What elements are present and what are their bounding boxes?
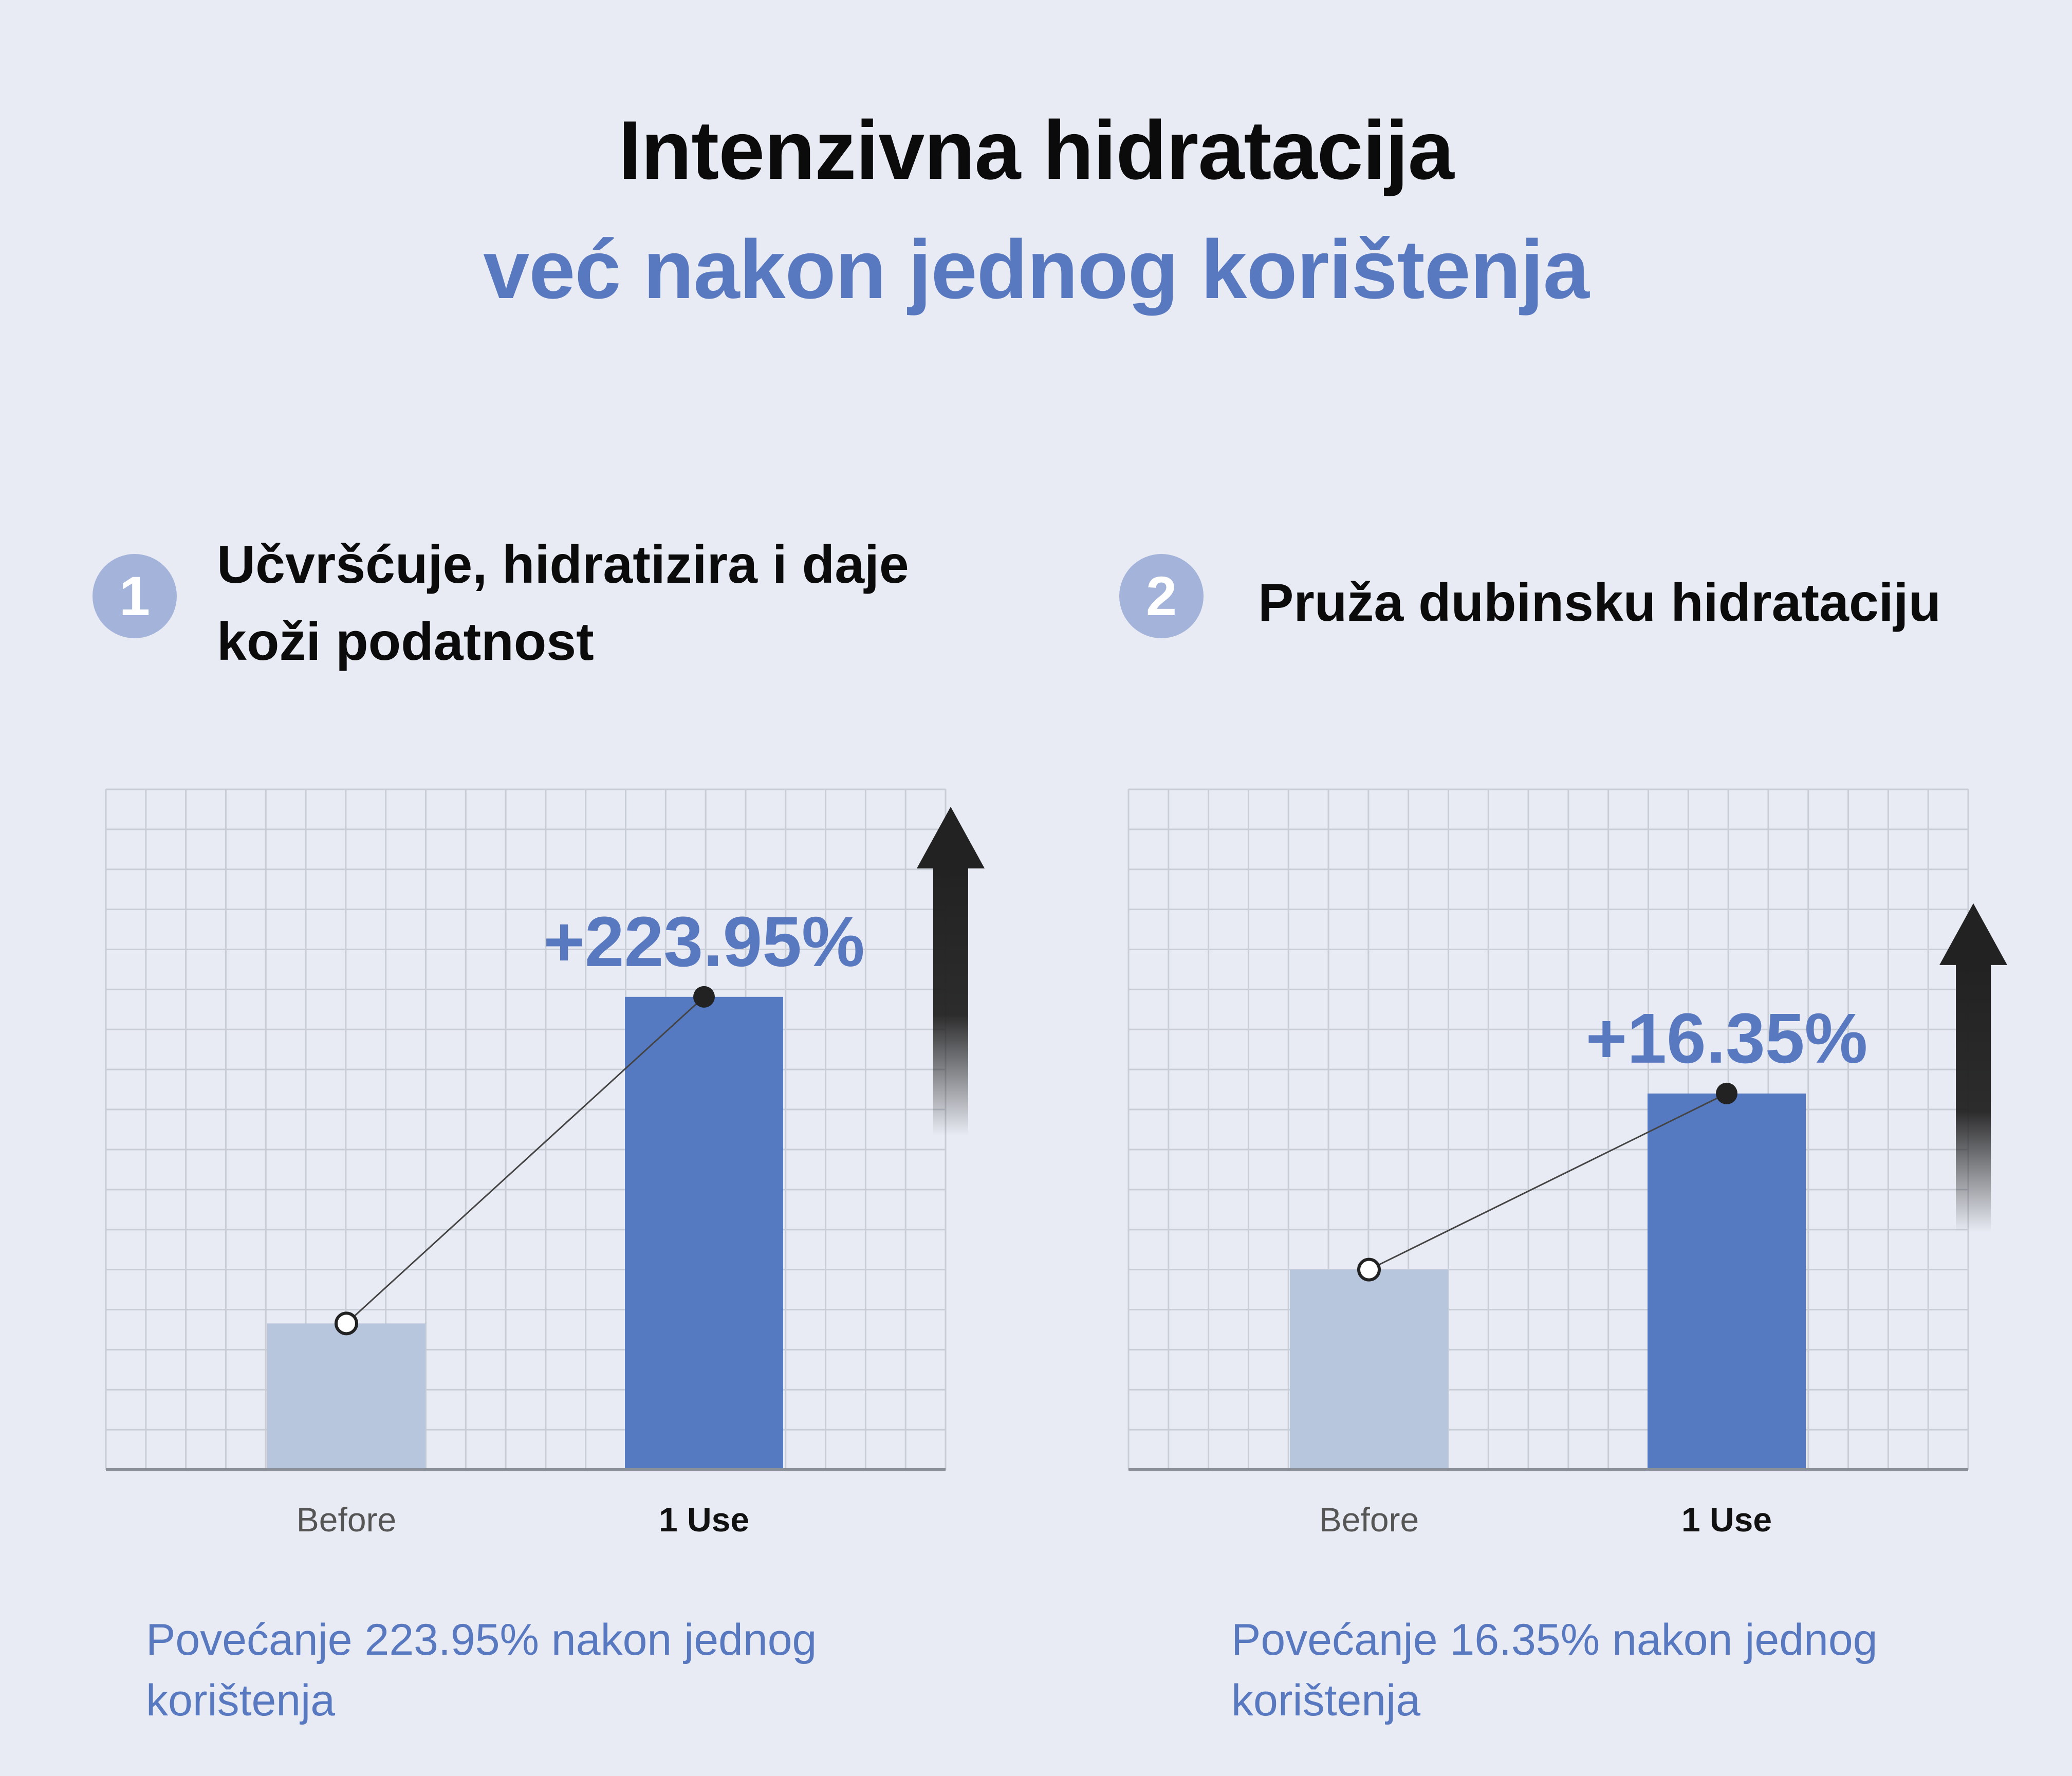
up-arrow-head-icon [917, 806, 985, 868]
chart-1-svg: +223.95% Before 1 Use [105, 788, 985, 1539]
chart-grid [1127, 788, 1969, 1471]
panel-2-heading: Pruža dubinsku hidrataciju [1258, 564, 2029, 641]
panel-1-caption-line2: korištenja [146, 1676, 336, 1725]
increase-annotation: +16.35% [1586, 999, 1868, 1078]
chart-2: +16.35% Before 1 Use [1120, 771, 2014, 1572]
chart-grid [105, 788, 947, 1471]
panel-2-caption-line2: korištenja [1231, 1676, 1421, 1725]
chart-1: +223.95% Before 1 Use [98, 771, 992, 1572]
page-title: Intenzivna hidratacija [618, 104, 1454, 197]
point-after [693, 986, 715, 1008]
trend-line [1368, 1093, 1727, 1270]
step-badge-2: 2 [1119, 554, 1204, 638]
category-label-before: Before [297, 1501, 396, 1539]
up-arrow-shaft-icon [1956, 964, 1991, 1232]
category-label-1-use: 1 Use [1681, 1501, 1772, 1539]
panel-1-heading: Učvršćuje, hidratizira i daje koži podat… [217, 526, 988, 680]
bar-after [625, 996, 783, 1470]
chart-2-svg: +16.35% Before 1 Use [1127, 788, 2007, 1539]
trend-line [345, 996, 705, 1324]
category-label-1-use: 1 Use [659, 1501, 749, 1539]
bar-before [267, 1323, 425, 1470]
bar-after [1648, 1093, 1806, 1470]
up-arrow-head-icon [1939, 903, 2007, 965]
category-label-before: Before [1319, 1501, 1419, 1539]
increase-annotation: +223.95% [543, 902, 864, 982]
point-after [1716, 1082, 1737, 1104]
point-before [1357, 1257, 1381, 1282]
point-before [335, 1311, 358, 1336]
page-subtitle: već nakon jednog korištenja [483, 223, 1589, 316]
panel-2-heading-line1: Pruža dubinsku hidrataciju [1258, 573, 1941, 633]
panel-2-caption-line1: Povećanje 16.35% nakon jednog [1231, 1615, 1878, 1664]
panel-1-caption: Povećanje 223.95% nakon jednog korištenj… [146, 1609, 1020, 1731]
panel-1-caption-line1: Povećanje 223.95% nakon jednog [146, 1615, 817, 1664]
panel-1-heading-line1: Učvršćuje, hidratizira i daje [217, 535, 909, 595]
bar-before [1290, 1269, 1448, 1470]
up-arrow-shaft-icon [933, 867, 968, 1136]
panel-2-caption: Povećanje 16.35% nakon jednog korištenja [1231, 1609, 2054, 1731]
panel-1-heading-line2: koži podatnost [217, 612, 594, 672]
step-badge-1: 1 [92, 554, 177, 638]
